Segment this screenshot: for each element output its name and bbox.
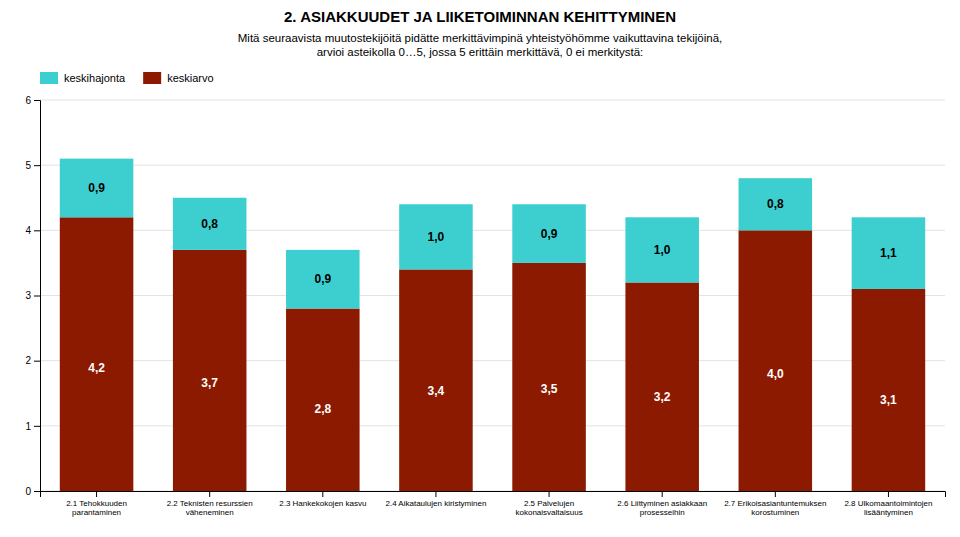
tick: 2.8 Ulkomaantoimintojenlisääntyminen bbox=[844, 491, 932, 517]
tick-label: 3 bbox=[25, 290, 31, 301]
data-label: 2,8 bbox=[314, 402, 331, 416]
tick: 1 bbox=[25, 421, 40, 432]
tick-mark bbox=[435, 491, 436, 497]
axis-line bbox=[34, 101, 41, 492]
data-label: 0,8 bbox=[767, 197, 784, 211]
bar bbox=[399, 204, 473, 269]
y-axis: 0 1 2 3 4 5 6 bbox=[25, 95, 40, 497]
tick-mark bbox=[34, 491, 40, 492]
tick-mark bbox=[34, 230, 40, 231]
chart: 2. ASIAKKUUDET JA LIIKETOIMINNAN KEHITTY… bbox=[0, 0, 960, 537]
bar bbox=[625, 217, 699, 282]
tick: 0 bbox=[25, 486, 40, 497]
tick: 2.5 Palvelujenkokonaisvaltaisuus bbox=[515, 491, 582, 517]
data-label: 1,0 bbox=[654, 243, 671, 257]
x-axis: 2.1 Tehokkuudenparantaminen 2.2 Teknisten… bbox=[41, 491, 946, 517]
tick: 2 bbox=[25, 355, 40, 366]
data-label: 0,9 bbox=[88, 181, 105, 195]
legend-label: keskihajonta bbox=[64, 72, 126, 84]
bar bbox=[286, 250, 360, 309]
bar bbox=[512, 204, 586, 263]
tick-label: 0 bbox=[25, 486, 31, 497]
tick-mark bbox=[34, 296, 40, 297]
tick-mark bbox=[775, 491, 776, 497]
tick-label: 2.8 Ulkomaantoimintojenlisääntyminen bbox=[844, 499, 932, 517]
bar bbox=[173, 250, 247, 491]
bar bbox=[852, 289, 926, 491]
tick: 2.1 Tehokkuudenparantaminen bbox=[66, 491, 127, 517]
tick-label: 2.1 Tehokkuudenparantaminen bbox=[66, 499, 127, 517]
data-label: 4,0 bbox=[767, 367, 784, 381]
data-label: 0,8 bbox=[201, 217, 218, 231]
legend-item: keskihajonta bbox=[40, 72, 126, 84]
bar bbox=[852, 217, 926, 289]
tick: 2.2 Teknisten resurssienväheneminen bbox=[167, 491, 253, 517]
grid-line bbox=[40, 100, 945, 101]
data-label: 1,0 bbox=[428, 230, 445, 244]
data-label: 3,2 bbox=[654, 390, 671, 404]
data-label: 1,1 bbox=[880, 246, 897, 260]
tick: 3 bbox=[25, 290, 40, 301]
tick-label: 2.5 Palvelujenkokonaisvaltaisuus bbox=[515, 499, 582, 517]
tick-mark bbox=[34, 165, 40, 166]
tick-label: 2.6 Liittyminen asiakkaanprosesseihin bbox=[617, 499, 707, 517]
tick-label: 2.4 Aikataulujen kiristyminen bbox=[385, 499, 486, 508]
tick-label: 6 bbox=[25, 95, 31, 106]
tick-mark bbox=[34, 426, 40, 427]
legend: keskihajonta keskiarvo bbox=[40, 72, 214, 84]
data-label: 0,9 bbox=[314, 272, 331, 286]
bar bbox=[173, 198, 247, 250]
plot: 0 1 2 3 4 5 6 2.1 Tehokkuudenparantaminen 2.2 Te… bbox=[25, 95, 945, 517]
tick-mark bbox=[209, 491, 210, 497]
tick: 2.6 Liittyminen asiakkaanprosesseihin bbox=[617, 491, 707, 517]
bar bbox=[60, 217, 134, 491]
bar bbox=[60, 159, 134, 218]
axis-line bbox=[41, 492, 946, 498]
tick-mark bbox=[34, 361, 40, 362]
tick-mark bbox=[96, 491, 97, 497]
tick: 2.4 Aikataulujen kiristyminen bbox=[385, 491, 486, 508]
bar bbox=[399, 269, 473, 491]
tick-label: 2.2 Teknisten resurssienväheneminen bbox=[167, 499, 253, 517]
legend-item: keskiarvo bbox=[143, 72, 213, 84]
tick-mark bbox=[888, 491, 889, 497]
tick-mark bbox=[34, 100, 40, 101]
grid bbox=[40, 100, 945, 491]
data-label: 3,7 bbox=[201, 376, 218, 390]
data-label: 3,1 bbox=[880, 393, 897, 407]
tick: 2.3 Hankekokojen kasvu bbox=[279, 491, 366, 508]
data-label: 4,2 bbox=[88, 361, 105, 375]
tick-label: 2.7 Erikoisasiantuntemuksenkorostuminen bbox=[724, 499, 826, 517]
title: 2. ASIAKKUUDET JA LIIKETOIMINNAN KEHITTY… bbox=[284, 8, 676, 25]
bar bbox=[286, 309, 360, 491]
series bbox=[60, 159, 925, 309]
bars bbox=[60, 159, 925, 491]
tick: 6 bbox=[25, 95, 40, 106]
tick-mark bbox=[549, 491, 550, 497]
data-label: 0,9 bbox=[541, 227, 558, 241]
tick-label: 5 bbox=[25, 160, 31, 171]
tick-label: 4 bbox=[25, 225, 31, 236]
subtitle: Mitä seuraavista muutostekijöitä pidätte… bbox=[238, 32, 723, 58]
data-label: 3,5 bbox=[541, 382, 558, 396]
tick: 2.7 Erikoisasiantuntemuksenkorostuminen bbox=[724, 491, 826, 517]
bar bbox=[512, 263, 586, 491]
bar bbox=[739, 178, 813, 230]
legend-swatch bbox=[40, 72, 58, 84]
legend-label: keskiarvo bbox=[167, 72, 213, 84]
data-labels: 4,2 3,7 2,8 3,4 3,5 3,2 4,0 3,1 0,9 0,8 0,9 1,0 0,9 1… bbox=[88, 181, 897, 416]
bar bbox=[739, 230, 813, 491]
grid-line bbox=[40, 165, 945, 166]
data-label: 3,4 bbox=[428, 384, 445, 398]
bar bbox=[625, 282, 699, 491]
tick-label: 2.3 Hankekokojen kasvu bbox=[279, 499, 366, 508]
tick-mark bbox=[662, 491, 663, 497]
tick: 5 bbox=[25, 160, 40, 171]
series bbox=[60, 217, 925, 491]
legend-swatch bbox=[143, 72, 161, 84]
tick-mark bbox=[322, 491, 323, 497]
tick-label: 1 bbox=[25, 421, 31, 432]
tick-label: 2 bbox=[25, 355, 31, 366]
tick: 4 bbox=[25, 225, 40, 236]
